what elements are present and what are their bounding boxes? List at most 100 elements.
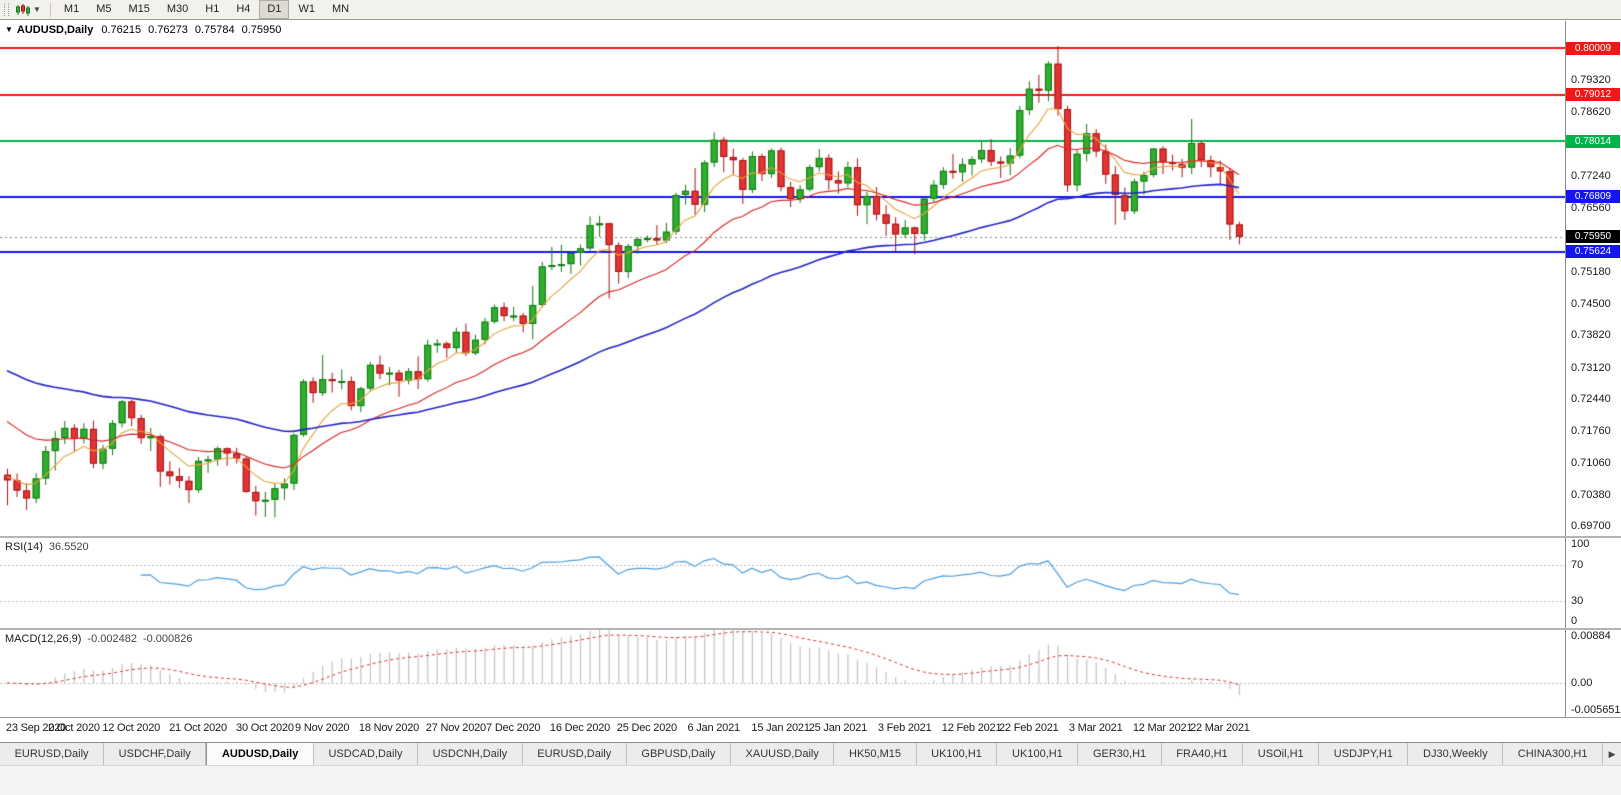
chart-tab-dj30-weekly[interactable]: DJ30,Weekly xyxy=(1408,743,1504,765)
timeframe-button-h1[interactable]: H1 xyxy=(205,3,220,15)
macd-canvas[interactable] xyxy=(0,630,1565,717)
time-axis[interactable]: 23 Sep 2020 2 Oct 2020 12 Oct 2020 21 Oct 2… xyxy=(0,718,1621,742)
rsi-name: RSI(14) xyxy=(5,541,43,553)
price-tick-label: 0.79320 xyxy=(1571,73,1611,86)
timeframe-button-m15[interactable]: M15 xyxy=(128,3,150,15)
low-value: 0.75784 xyxy=(194,24,235,36)
hline-price-label: 0.80009 xyxy=(1566,41,1620,55)
price-tick-label: 0.69700 xyxy=(1571,520,1611,533)
time-axis-label: 9 Nov 2020 xyxy=(295,722,350,734)
time-axis-label: 21 Oct 2020 xyxy=(169,722,227,734)
rsi-value: 36.5520 xyxy=(48,541,89,553)
time-axis-label: 15 Jan 2021 xyxy=(751,722,810,734)
price-tick-label: 0.71760 xyxy=(1571,424,1611,437)
chart-tab-usoil-h1[interactable]: USOil,H1 xyxy=(1243,743,1320,765)
chart-type-dropdown-icon[interactable]: ▼ xyxy=(33,5,41,14)
time-axis-label: 7 Dec 2020 xyxy=(486,722,541,734)
rsi-canvas[interactable] xyxy=(0,538,1565,628)
timeframe-toolbar: ▼ M1 M5 M15 M30 H1 H4 D1 W1 MN xyxy=(0,0,1621,20)
hline-price-label: 0.76809 xyxy=(1566,190,1620,204)
time-axis-label: 25 Dec 2020 xyxy=(616,722,677,734)
chart-tab-gbpusd-daily[interactable]: GBPUSD,Daily xyxy=(626,743,731,765)
time-axis-label: 22 Feb 2021 xyxy=(999,722,1059,734)
chart-region: ▼ AUDUSD,Daily 0.76215 0.76273 0.75784 0.7595… xyxy=(0,21,1621,718)
rsi-tick-label: 0 xyxy=(1571,615,1578,627)
symbol-label: AUDUSD,Daily xyxy=(16,24,94,36)
time-axis-label: 18 Nov 2020 xyxy=(358,722,420,734)
rsi-tick-label: 100 xyxy=(1571,538,1590,550)
macd-tick-label: 0.00 xyxy=(1571,676,1593,689)
price-tick-label: 0.73820 xyxy=(1571,329,1611,342)
chart-tab-uk100-h1[interactable]: UK100,H1 xyxy=(997,743,1079,765)
chart-tab-uk100-h1[interactable]: UK100,H1 xyxy=(916,743,998,765)
time-axis-label: 2 Oct 2020 xyxy=(47,722,100,734)
chart-tab-hk50-m15[interactable]: HK50,M15 xyxy=(834,743,917,765)
time-axis-label: 3 Feb 2021 xyxy=(877,722,932,734)
time-axis-label: 22 Mar 2021 xyxy=(1190,722,1250,734)
time-axis-label: 6 Jan 2021 xyxy=(687,722,740,734)
price-tick-label: 0.70380 xyxy=(1571,488,1611,501)
chart-tab-usdcad-daily[interactable]: USDCAD,Daily xyxy=(313,743,419,765)
time-axis-label: 12 Feb 2021 xyxy=(941,722,1002,734)
rsi-tick-label: 30 xyxy=(1571,594,1584,607)
collapse-icon[interactable]: ▼ xyxy=(5,25,13,34)
chart-tab-usdchf-daily[interactable]: USDCHF,Daily xyxy=(104,743,207,765)
time-axis-label: 25 Jan 2021 xyxy=(808,722,868,734)
time-axis-label: 27 Nov 2020 xyxy=(425,722,486,734)
price-tick-label: 0.76560 xyxy=(1571,201,1611,214)
chart-bottom-border xyxy=(0,717,1621,718)
rsi-tick-label: 70 xyxy=(1571,558,1584,571)
chart-tab-ger30-h1[interactable]: GER30,H1 xyxy=(1078,743,1162,765)
macd-name: MACD(12,26,9) xyxy=(5,633,82,645)
timeframe-button-h4[interactable]: H4 xyxy=(236,3,251,15)
timeframe-buttons: M1 M5 M15 M30 H1 H4 D1 W1 MN xyxy=(56,0,357,19)
chart-tab-fra40-h1[interactable]: FRA40,H1 xyxy=(1161,743,1244,765)
time-axis-label: 30 Oct 2020 xyxy=(236,722,294,734)
timeframe-button-m5[interactable]: M5 xyxy=(96,3,112,15)
chart-tab-audusd-daily[interactable]: AUDUSD,Daily xyxy=(206,743,314,765)
current-price-label: 0.75950 xyxy=(1566,230,1620,244)
price-tick-label: 0.77240 xyxy=(1571,170,1611,183)
time-axis-label: 12 Oct 2020 xyxy=(102,722,161,734)
price-chart-canvas[interactable] xyxy=(0,21,1565,536)
price-tick-label: 0.74500 xyxy=(1571,297,1611,310)
price-scale-border xyxy=(1565,21,1566,718)
time-axis-label: 16 Dec 2020 xyxy=(549,722,611,734)
hline-price-label: 0.79012 xyxy=(1566,88,1620,102)
status-strip xyxy=(0,765,1621,795)
chart-tab-eurusd-daily[interactable]: EURUSD,Daily xyxy=(0,743,105,765)
hline-price-label: 0.78014 xyxy=(1566,134,1620,148)
chart-tab-xauusd-daily[interactable]: XAUUSD,Daily xyxy=(730,743,835,765)
panel-splitter-macd[interactable] xyxy=(0,628,1621,630)
candlestick-chart-icon[interactable] xyxy=(14,2,32,18)
timeframe-button-w1[interactable]: W1 xyxy=(298,3,315,15)
timeframe-button-m1[interactable]: M1 xyxy=(63,3,80,15)
chart-tab-eurusd-daily[interactable]: EURUSD,Daily xyxy=(522,743,627,765)
price-tick-label: 0.71060 xyxy=(1571,457,1611,470)
time-axis-label: 12 Mar 2021 xyxy=(1132,722,1193,734)
macd-label: MACD(12,26,9) -0.002482 -0.000826 xyxy=(5,633,193,645)
timeframe-button-mn[interactable]: MN xyxy=(331,3,350,15)
chart-tab-usdcnh-daily[interactable]: USDCNH,Daily xyxy=(418,743,523,765)
price-tick-label: 0.75180 xyxy=(1571,266,1611,278)
macd-main-value: -0.002482 xyxy=(87,633,137,645)
toolbar-grip[interactable] xyxy=(4,3,9,16)
price-tick-label: 0.72440 xyxy=(1571,393,1611,406)
chart-header: ▼ AUDUSD,Daily 0.76215 0.76273 0.75784 0.7595… xyxy=(5,24,288,36)
macd-tick-label: -0.005651 xyxy=(1571,704,1621,716)
chart-tab-china300-h1[interactable]: CHINA300,H1 xyxy=(1503,743,1604,765)
panel-splitter-rsi[interactable] xyxy=(0,536,1621,538)
chart-tab-usdjpy-h1[interactable]: USDJPY,H1 xyxy=(1319,743,1409,765)
rsi-label: RSI(14) 36.5520 xyxy=(5,541,89,553)
tab-scroll-right-icon[interactable]: ▶ xyxy=(1603,743,1621,765)
price-tick-label: 0.78620 xyxy=(1571,106,1611,119)
timeframe-button-m30[interactable]: M30 xyxy=(166,3,189,15)
timeframe-button-d1[interactable]: D1 xyxy=(259,0,290,19)
chart-tab-bar: EURUSD,Daily USDCHF,Daily AUDUSD,Daily USDC… xyxy=(0,742,1621,765)
time-axis-label: 23 Sep 2020 xyxy=(5,722,67,734)
hline-price-label: 0.75624 xyxy=(1566,245,1620,259)
open-value: 0.76215 xyxy=(101,24,142,36)
macd-tick-label: 0.00884 xyxy=(1571,630,1611,642)
time-axis-label: 3 Mar 2021 xyxy=(1068,722,1123,734)
